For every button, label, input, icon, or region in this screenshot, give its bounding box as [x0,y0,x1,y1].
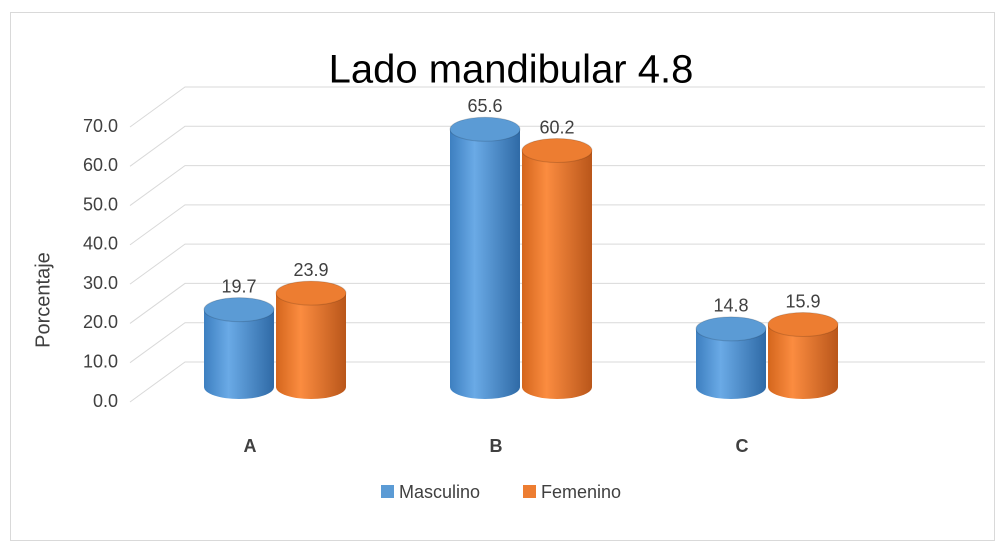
x-tick-label: C [736,436,749,456]
data-label: 14.8 [713,296,748,316]
x-tick-label: B [490,436,503,456]
y-tick-label: 30.0 [83,273,118,293]
bar-top [695,316,767,342]
bar [276,293,346,399]
legend-swatch [523,485,536,498]
chart-title: Lado mandibular 4.8 [329,48,694,92]
y-axis-label: Porcentaje [32,252,54,348]
data-label: 23.9 [293,260,328,280]
grid-line [129,282,985,324]
bar-top [521,138,593,163]
data-label: 65.6 [467,96,502,116]
grid-line [129,165,985,206]
y-tick-label: 10.0 [83,351,118,371]
y-tick-label: 70.0 [83,116,118,136]
bar [522,150,592,399]
y-tick-label: 40.0 [83,234,118,254]
grid-line [129,204,985,246]
bar [696,328,766,399]
data-label: 15.9 [785,291,820,311]
y-tick-label: 0.0 [93,391,118,411]
bar-top [449,116,521,142]
grid-line [129,86,985,128]
x-tick-label: A [244,436,257,456]
bar [768,324,838,399]
y-tick-label: 20.0 [83,312,118,332]
bar [204,309,274,399]
y-tick-label: 50.0 [83,194,118,214]
bar-top [203,297,275,323]
legend-label: Femenino [541,482,621,502]
bar [450,129,520,400]
data-label: 60.2 [539,117,574,137]
bar-top [275,280,347,306]
y-tick-label: 60.0 [83,155,118,175]
grid-line [129,125,985,167]
grid-line [129,243,985,285]
legend-label: Masculino [399,482,480,502]
legend-swatch [381,485,394,498]
bar-top [767,312,839,338]
data-label: 19.7 [221,276,256,296]
